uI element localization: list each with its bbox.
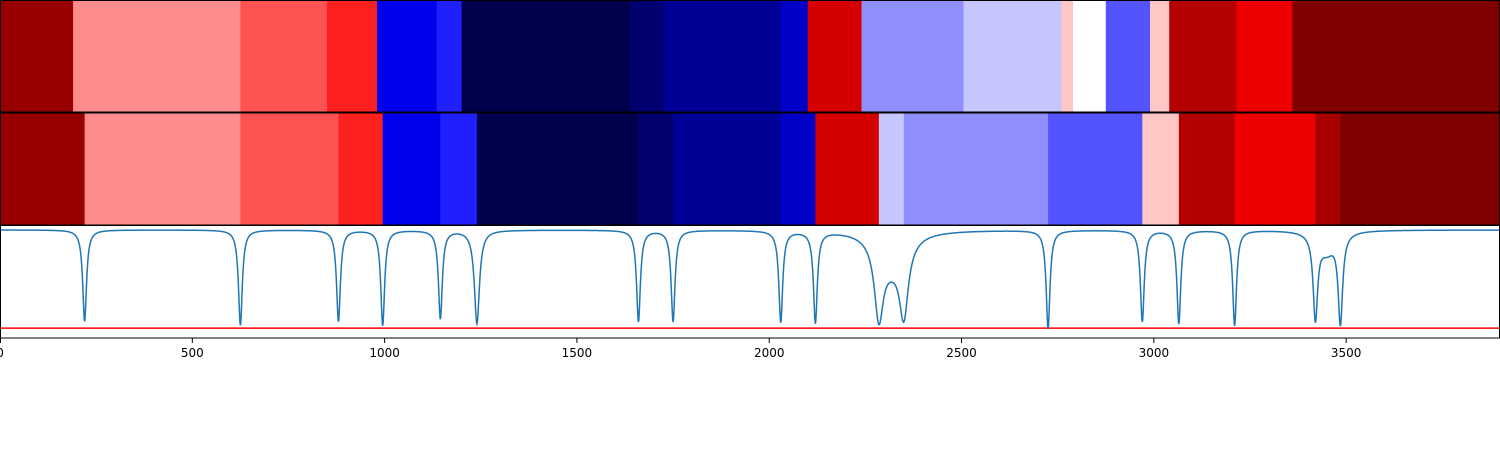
heatmap-segment-1-9 — [663, 0, 782, 112]
heatmap-segment-1-18 — [1169, 0, 1238, 112]
heatmap-segment-1-11 — [807, 0, 863, 112]
heatmap-segment-2-13 — [903, 113, 1049, 225]
heatmap-segment-2-4 — [338, 113, 384, 225]
heatmap-segment-2-16 — [1178, 113, 1236, 225]
heatmap-segment-1-14 — [1061, 0, 1074, 112]
heatmap-segment-1-16 — [1105, 0, 1151, 112]
heatmap-segment-2-15 — [1142, 113, 1180, 225]
signal-panel-background — [0, 225, 1500, 338]
heatmap-segment-1-3 — [240, 0, 328, 112]
heatmap-segment-2-10 — [780, 113, 816, 225]
signal-panel — [0, 225, 1500, 338]
heatmap-segment-2-5 — [382, 113, 441, 225]
heatmap-segment-1-20 — [1292, 0, 1500, 112]
x-tick-label-2000: 2000 — [754, 346, 785, 360]
heatmap-segment-1-13 — [963, 0, 1063, 112]
heatmap-segment-1-10 — [780, 0, 809, 112]
heatmap-segment-2-17 — [1234, 113, 1316, 225]
heatmap-segment-2-19 — [1340, 113, 1500, 225]
x-tick-label-0: 0 — [0, 346, 4, 360]
heatmap-segment-2-3 — [240, 113, 340, 225]
x-tick-label-2500: 2500 — [946, 346, 977, 360]
heatmap-segment-2-18 — [1315, 113, 1341, 225]
heatmap-track-1 — [0, 0, 1500, 112]
x-tick-label-3500: 3500 — [1331, 346, 1362, 360]
x-tick-label-1500: 1500 — [562, 346, 593, 360]
heatmap-segment-1-7 — [461, 0, 632, 112]
heatmap-segment-1-15 — [1073, 0, 1107, 112]
heatmap-segment-2-7 — [476, 113, 640, 225]
heatmap-segment-2-11 — [815, 113, 880, 225]
x-tick-label-500: 500 — [181, 346, 204, 360]
heatmap-segment-2-2 — [84, 113, 241, 225]
heatmap-segment-1-6 — [436, 0, 463, 112]
heatmap-segment-1-5 — [376, 0, 438, 112]
heatmap-segment-2-8 — [638, 113, 674, 225]
heatmap-segment-1-8 — [630, 0, 665, 112]
heatmap-track-2 — [0, 113, 1500, 225]
heatmap-segment-1-4 — [326, 0, 378, 112]
heatmap-segment-1-1 — [0, 0, 74, 112]
heatmap-segment-2-1 — [0, 113, 86, 225]
heatmap-segment-1-19 — [1236, 0, 1293, 112]
heatmap-segment-2-6 — [440, 113, 478, 225]
signal-line — [0, 229, 1500, 329]
heatmap-segment-1-2 — [73, 0, 241, 112]
heatmap-segment-1-17 — [1150, 0, 1170, 112]
x-tick-label-3000: 3000 — [1139, 346, 1170, 360]
heatmap-segment-2-14 — [1048, 113, 1143, 225]
x-axis: 0 500 1000 1500 2000 2500 3000 3500 — [0, 338, 1361, 360]
heatmap-segment-1-12 — [861, 0, 965, 112]
heatmap-segment-2-9 — [673, 113, 782, 225]
heatmap-segment-2-12 — [878, 113, 905, 225]
x-tick-label-1000: 1000 — [369, 346, 400, 360]
